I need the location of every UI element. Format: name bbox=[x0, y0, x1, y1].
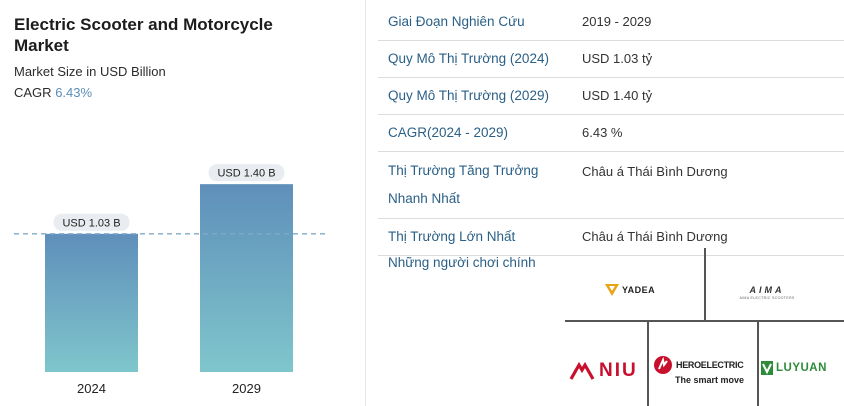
bar-chart: USD 1.03 B 2024 USD 1.40 B 2029 bbox=[14, 164, 326, 396]
key-players-label: Những người chơi chính bbox=[388, 255, 536, 270]
luyuan-wordmark: LUYUAN bbox=[776, 362, 827, 374]
key-players-logo-grid: YADEA AIMA AIMA ELECTRIC SCOOTERS NIU HE… bbox=[565, 248, 844, 406]
row-value: USD 1.40 tỷ bbox=[582, 88, 653, 103]
hero-mark-icon bbox=[654, 356, 672, 374]
data-label-bg bbox=[53, 213, 130, 231]
data-label: USD 1.40 B bbox=[217, 168, 275, 180]
cagr-label: CAGR bbox=[14, 85, 52, 100]
chart-panel: Electric Scooter and Motorcycle Market M… bbox=[0, 0, 365, 406]
row-key: Quy Mô Thị Trường (2024) bbox=[388, 51, 549, 66]
table-row: Giai Đoạn Nghiên Cứu 2019 - 2029 bbox=[378, 4, 844, 41]
grid-line bbox=[565, 320, 844, 322]
grid-line bbox=[704, 248, 706, 320]
niu-wordmark: NIU bbox=[599, 360, 638, 381]
bar-2029 bbox=[200, 184, 293, 372]
luyuan-mark-icon bbox=[761, 361, 773, 375]
data-label: USD 1.03 B bbox=[62, 217, 120, 229]
x-tick-label: 2029 bbox=[232, 381, 261, 396]
row-key: Giai Đoạn Nghiên Cứu bbox=[388, 14, 525, 29]
grid-line bbox=[757, 320, 759, 406]
yadea-logo: YADEA bbox=[605, 284, 655, 296]
bar-2024 bbox=[45, 233, 138, 372]
table-row: Thị Trường Lớn Nhất Châu á Thái Bình Dươ… bbox=[378, 219, 844, 256]
table-row: Quy Mô Thị Trường (2029) USD 1.40 tỷ bbox=[378, 78, 844, 115]
x-tick-label: 2024 bbox=[77, 381, 106, 396]
row-value: USD 1.03 tỷ bbox=[582, 51, 653, 66]
yadea-wordmark: YADEA bbox=[622, 285, 656, 295]
table-row: Thị Trường Tăng Trưởng Nhanh Nhất Châu á… bbox=[378, 152, 844, 219]
table-row: Quy Mô Thị Trường (2024) USD 1.03 tỷ bbox=[378, 41, 844, 78]
row-key: Quy Mô Thị Trường (2029) bbox=[388, 88, 549, 103]
aima-tagline: AIMA ELECTRIC SCOOTERS bbox=[739, 296, 795, 300]
aima-wordmark: AIMA bbox=[749, 285, 785, 295]
row-value: Châu á Thái Bình Dương bbox=[582, 164, 728, 179]
row-key: CAGR(2024 - 2029) bbox=[388, 125, 509, 140]
chart-title: Electric Scooter and Motorcycle Market bbox=[14, 15, 273, 55]
panel-divider bbox=[365, 0, 366, 406]
chart-subtitle: Market Size in USD Billion bbox=[14, 64, 166, 79]
row-value: Châu á Thái Bình Dương bbox=[582, 229, 728, 244]
row-key: Thị Trường Lớn Nhất bbox=[388, 229, 516, 244]
hero-tagline: The smart move bbox=[675, 375, 745, 385]
hero-electric-logo: HEROELECTRIC The smart move bbox=[653, 355, 753, 385]
niu-logo: NIU bbox=[569, 360, 638, 382]
cagr-line: CAGR 6.43% bbox=[14, 85, 92, 100]
row-key: Thị Trường Tăng Trưởng Nhanh Nhất bbox=[388, 163, 539, 206]
table-row: CAGR(2024 - 2029) 6.43 % bbox=[378, 115, 844, 152]
luyuan-logo: LUYUAN bbox=[761, 361, 827, 375]
aima-logo: AIMA AIMA ELECTRIC SCOOTERS bbox=[737, 285, 797, 300]
row-value: 2019 - 2029 bbox=[582, 14, 652, 29]
hero-wordmark: HEROELECTRIC bbox=[676, 360, 744, 370]
niu-mark-icon bbox=[569, 361, 595, 380]
grid-line bbox=[647, 320, 649, 406]
market-summary-table: Giai Đoạn Nghiên Cứu 2019 - 2029 Quy Mô … bbox=[378, 4, 844, 256]
cagr-value: 6.43% bbox=[55, 85, 93, 100]
yadea-mark-icon bbox=[605, 284, 619, 296]
data-label-bg bbox=[208, 164, 285, 182]
row-value: 6.43 % bbox=[582, 125, 623, 140]
